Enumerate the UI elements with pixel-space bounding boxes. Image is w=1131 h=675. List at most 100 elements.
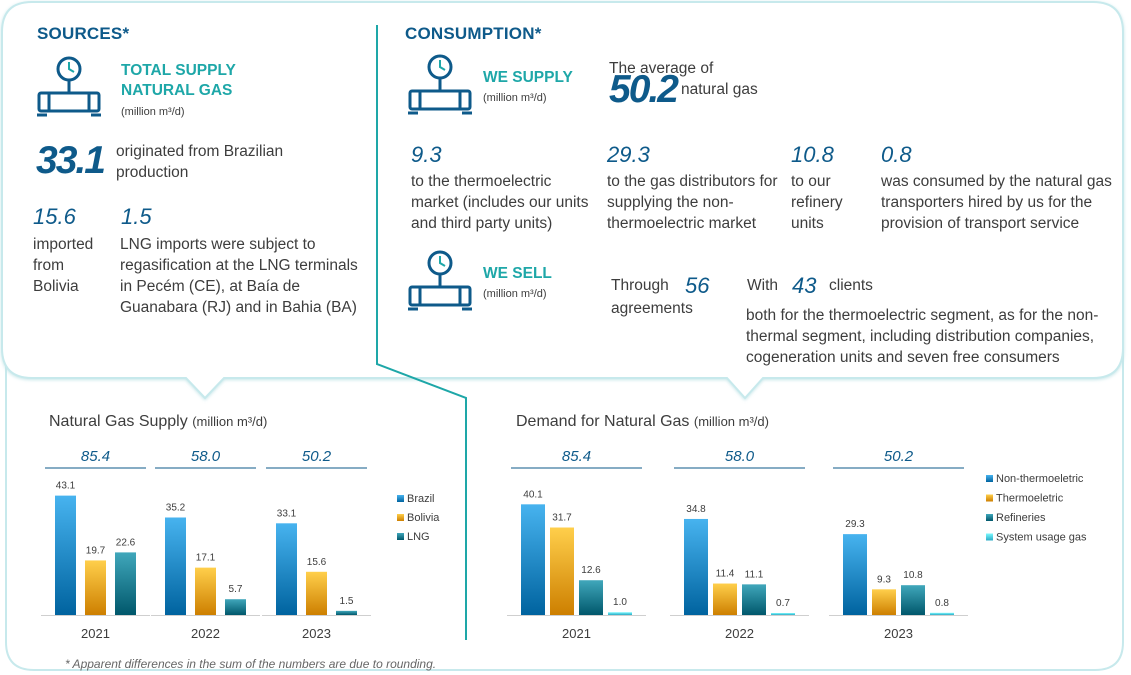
sources-heading: SOURCES* [37,24,130,43]
group-total-2022: 58.0 [191,448,221,465]
bar-system-usage-gas-2022 [771,613,795,615]
brazil-production-value: 33.1 [36,139,106,182]
legend-swatch-bolivia [397,514,404,521]
bar-non-thermoeletric-2021 [521,504,545,615]
bar-value-label: 34.8 [686,504,706,515]
bar-value-label: 22.6 [116,537,136,548]
bar-brazil-2023 [276,523,297,615]
bar-bolivia-2021 [85,560,106,615]
thermoelectric-text-line1: to the thermoelectric [411,173,552,190]
bar-refineries-2022 [742,584,766,615]
category-label-2022: 2022 [191,626,220,641]
bar-value-label: 11.4 [716,569,735,580]
thermoelectric-text-line2: market (includes our units [411,194,589,211]
legend-label-refineries: Refineries [996,512,1046,524]
agreements-label: agreements [611,300,693,317]
bar-value-label: 43.1 [56,481,76,492]
bar-bolivia-2022 [195,567,216,615]
legend-label-bolivia: Bolivia [407,512,440,524]
bar-bolivia-2023 [306,571,327,615]
transport-text-line3: provision of transport service [881,215,1080,232]
group-total-2022: 58.0 [725,448,755,465]
we-sell-unit: (million m³/d) [483,288,547,300]
distributors-value: 29.3 [607,142,650,167]
distributors-text-line3: thermoelectric market [607,215,757,232]
brazil-production-text-line1: originated from Brazilian [116,143,284,160]
bar-brazil-2021 [55,495,76,615]
group-total-2023: 50.2 [302,448,332,465]
chart-title-text: Demand for Natural Gas [516,413,694,430]
gas-valve-icon [408,54,472,115]
brazil-production-text-line2: production [116,164,189,181]
legend-swatch-lng [397,533,404,540]
bar-value-label: 19.7 [86,545,106,556]
refinery-text-line1: to our [791,173,831,190]
distributors-text-line2: supplying the non- [607,194,734,211]
group-total-2021: 85.4 [81,448,110,465]
legend-label-thermoeletric: Thermoeletric [996,493,1064,505]
total-supply-title-line2: NATURAL GAS [121,82,233,99]
legend-swatch-refineries [986,514,993,521]
transport-text-line2: transporters hired by us for the [881,194,1093,211]
bar-brazil-2022 [165,517,186,615]
average-label: The average of [609,60,714,77]
group-total-2021: 85.4 [562,448,591,465]
category-label-2022: 2022 [725,626,754,641]
agreements-value: 56 [685,273,710,298]
bar-value-label: 15.6 [307,557,327,568]
clients-text-line1: both for the thermoelectric segment, as … [746,307,1099,324]
bar-value-label: 29.3 [845,519,865,530]
bar-value-label: 11.1 [745,569,764,580]
bar-thermoeletric-2022 [713,583,737,615]
chart-title-unit: (million m³/d) [694,414,769,429]
bar-value-label: 17.1 [196,553,216,564]
bar-value-label: 5.7 [229,584,243,595]
bar-system-usage-gas-2023 [930,612,954,615]
bar-thermoeletric-2023 [872,589,896,615]
footnote: * Apparent differences in the sum of the… [65,657,437,671]
bolivia-text-line1: imported [33,236,94,253]
bolivia-text-line3: Bolivia [33,278,79,295]
category-label-2021: 2021 [81,626,110,641]
bar-system-usage-gas-2021 [608,612,632,615]
transport-value: 0.8 [881,142,912,167]
legend-swatch-non-thermoeletric [986,475,993,482]
bar-value-label: 35.2 [166,502,186,513]
bar-value-label: 0.8 [935,598,949,609]
total-supply-title-line1: TOTAL SUPPLY [121,62,236,79]
bar-value-label: 33.1 [277,508,297,519]
lng-import-value: 1.5 [121,204,152,229]
category-label-2023: 2023 [884,626,913,641]
bar-value-label: 10.8 [903,570,923,581]
refinery-text-line3: units [791,215,824,232]
gas-valve-icon [408,250,472,311]
group-total-2023: 50.2 [884,448,914,465]
clients-text-line3: cogeneration units and seven free consum… [746,349,1060,366]
clients-value: 43 [792,273,817,298]
lng-text-line1: LNG imports were subject to [120,236,316,253]
bolivia-import-value: 15.6 [33,204,76,229]
chart-title-unit: (million m³/d) [192,414,267,429]
lng-text-line3: in Pecém (CE), at Baía de [120,278,301,295]
category-label-2023: 2023 [302,626,331,641]
through-label: Through [611,277,669,294]
consumption-heading: CONSUMPTION* [405,24,542,43]
bar-lng-2023 [336,610,357,615]
bar-value-label: 40.1 [523,489,543,500]
transport-text-line1: was consumed by the natural gas [881,173,1112,190]
lng-text-line4: Guanabara (RJ) and in Bahia (BA) [120,299,357,316]
gas-valve-icon [37,56,101,117]
bar-refineries-2021 [579,580,603,615]
average-value: 50.2 [609,68,679,111]
legend-swatch-thermoeletric [986,494,993,502]
bar-value-label: 9.3 [877,574,891,585]
clients-label: clients [829,277,873,294]
chart-title: Demand for Natural Gas (million m³/d) [516,413,769,430]
lower-panel-outline [5,340,1124,671]
distributors-text-line1: to the gas distributors for [607,173,778,190]
natural-gas-supply-chart: Natural Gas Supply (million m³/d) 85.4 43.… [41,413,440,641]
we-sell-title: WE SELL [483,265,552,282]
section-divider [376,25,467,640]
thermoelectric-text-line3: and third party units) [411,215,553,232]
we-supply-title: WE SUPPLY [483,69,573,86]
